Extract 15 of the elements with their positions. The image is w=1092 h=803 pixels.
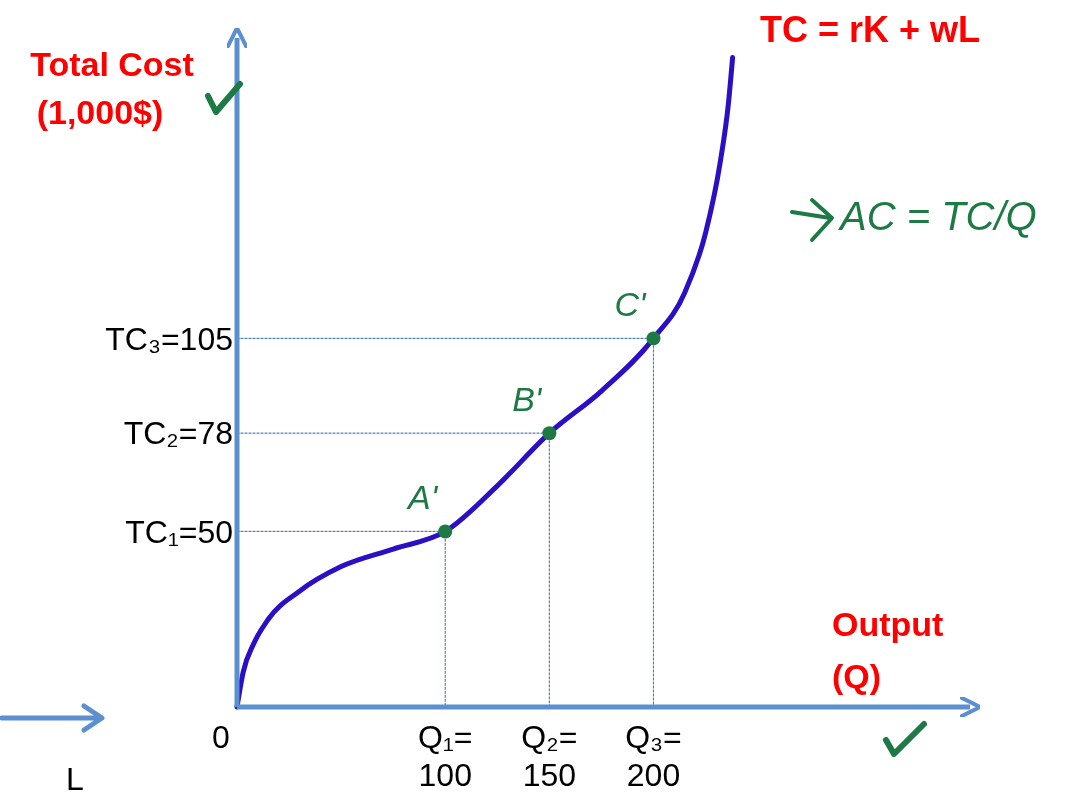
y-tick-label: TC₃=105 — [105, 320, 233, 357]
x-tick-label: 0 — [212, 719, 230, 755]
x-axis-title: Output (Q) — [832, 605, 944, 695]
annotation: AC = TC/Q — [838, 194, 1037, 238]
y-tick-label: TC₂=78 — [123, 415, 233, 452]
annotation: B' — [512, 380, 543, 419]
annotation: C' — [614, 285, 647, 324]
x-tick-label: Q₃= 200 — [625, 719, 682, 793]
chart-title: TC = rK + wL — [759, 9, 981, 50]
y-axis-title: Total Cost (1,000$) — [30, 45, 194, 131]
x-tick-label: Q₂= 150 — [521, 719, 578, 793]
x-tick-label: Q₁= 100 — [418, 719, 473, 793]
annotation: A' — [406, 478, 439, 517]
y-tick-label: TC₁=50 — [125, 513, 233, 550]
text: L — [66, 761, 84, 797]
